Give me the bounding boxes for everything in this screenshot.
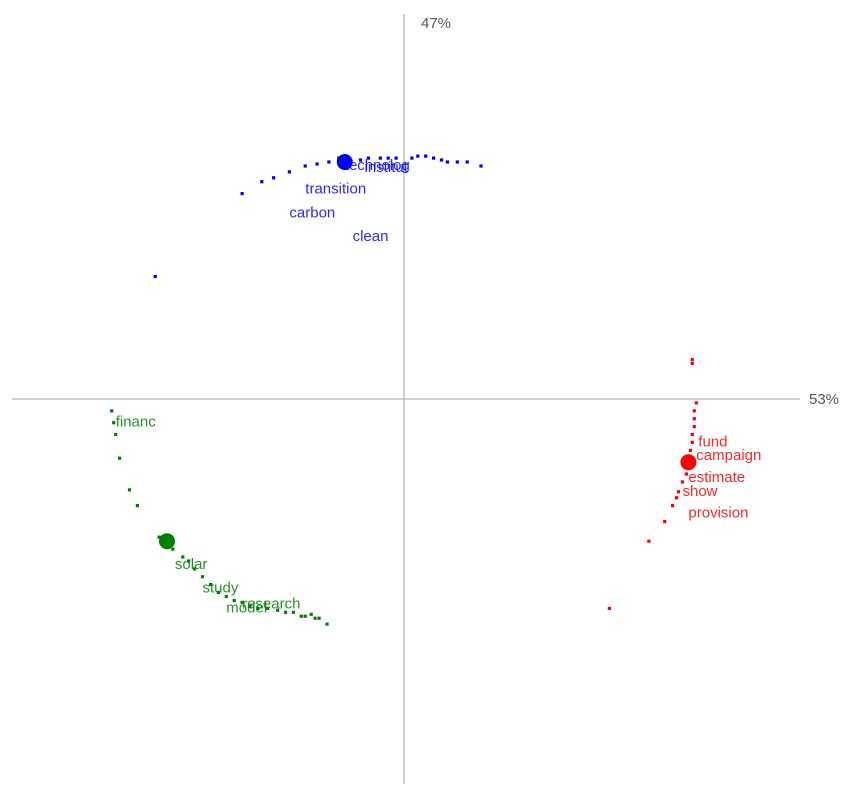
data-point bbox=[684, 472, 688, 476]
term-label: fund bbox=[698, 433, 727, 450]
data-point bbox=[127, 488, 132, 492]
term-label: institut bbox=[365, 159, 409, 176]
term-label: estimate bbox=[688, 469, 745, 486]
data-point bbox=[208, 583, 213, 587]
data-point bbox=[676, 490, 681, 494]
data-point bbox=[416, 154, 420, 158]
data-point bbox=[671, 504, 675, 508]
data-point bbox=[455, 160, 459, 164]
data-point bbox=[386, 156, 390, 160]
data-point bbox=[327, 160, 331, 164]
horizontal-axis-percent: 53% bbox=[809, 391, 839, 408]
data-point bbox=[283, 610, 288, 614]
cluster-centroid bbox=[336, 154, 353, 170]
data-point bbox=[153, 274, 157, 279]
term-label: clean bbox=[353, 228, 389, 245]
data-point bbox=[200, 575, 205, 579]
data-point bbox=[193, 567, 197, 571]
data-point bbox=[187, 559, 191, 563]
data-point bbox=[240, 600, 244, 604]
data-point bbox=[439, 158, 444, 162]
data-point bbox=[266, 606, 270, 610]
data-point bbox=[313, 616, 317, 620]
data-point bbox=[303, 614, 307, 618]
cluster-centroid bbox=[159, 533, 175, 550]
data-point bbox=[690, 357, 694, 362]
data-point bbox=[248, 604, 252, 608]
data-point bbox=[276, 608, 280, 612]
data-point bbox=[256, 606, 260, 610]
data-point bbox=[157, 535, 161, 539]
data-point bbox=[647, 539, 651, 543]
term-label: study bbox=[203, 580, 239, 597]
data-point bbox=[690, 440, 694, 444]
data-point bbox=[287, 170, 291, 174]
term-label: show bbox=[683, 483, 718, 500]
term-label: technolog bbox=[345, 157, 410, 174]
data-point bbox=[358, 158, 363, 162]
data-point bbox=[112, 421, 116, 425]
data-point bbox=[692, 417, 696, 421]
term-label: research bbox=[242, 595, 300, 612]
data-point bbox=[692, 409, 696, 413]
data-point bbox=[690, 432, 694, 437]
data-point bbox=[465, 160, 469, 164]
data-point bbox=[171, 547, 175, 551]
data-point bbox=[688, 448, 692, 452]
data-point bbox=[303, 164, 307, 168]
term-label: transition bbox=[305, 181, 366, 198]
data-point bbox=[378, 156, 382, 160]
term-label: financ bbox=[116, 414, 157, 431]
data-point bbox=[674, 496, 679, 500]
data-point bbox=[663, 519, 667, 524]
data-point bbox=[216, 590, 220, 595]
data-point bbox=[260, 180, 264, 184]
data-point bbox=[315, 162, 319, 166]
data-point bbox=[607, 606, 611, 610]
data-point bbox=[224, 594, 228, 599]
data-point bbox=[394, 156, 398, 160]
cluster-centroid bbox=[680, 454, 697, 471]
data-point bbox=[692, 425, 696, 429]
term-label: campaign bbox=[696, 447, 761, 464]
data-point bbox=[317, 616, 321, 620]
term-label: provision bbox=[688, 505, 748, 522]
data-point bbox=[118, 456, 122, 460]
data-point bbox=[445, 160, 449, 164]
data-point bbox=[424, 154, 428, 158]
data-point bbox=[272, 176, 276, 180]
term-label: model bbox=[226, 599, 267, 616]
data-point bbox=[366, 156, 370, 160]
data-point bbox=[240, 192, 244, 196]
term-label: solar bbox=[175, 556, 208, 573]
data-point bbox=[325, 622, 329, 626]
data-point bbox=[690, 361, 694, 365]
data-point bbox=[110, 409, 114, 413]
vertical-axis-percent: 47% bbox=[421, 15, 451, 32]
data-point bbox=[410, 156, 414, 160]
term-label: carbon bbox=[289, 204, 335, 221]
data-point bbox=[135, 504, 139, 508]
data-point bbox=[680, 480, 685, 484]
data-point bbox=[694, 401, 698, 405]
data-point bbox=[432, 156, 436, 160]
data-point bbox=[299, 614, 303, 618]
data-point bbox=[309, 612, 313, 616]
data-point bbox=[114, 432, 118, 437]
data-point bbox=[479, 164, 483, 168]
data-point bbox=[232, 598, 236, 603]
data-point bbox=[181, 555, 185, 559]
data-point bbox=[291, 610, 295, 614]
